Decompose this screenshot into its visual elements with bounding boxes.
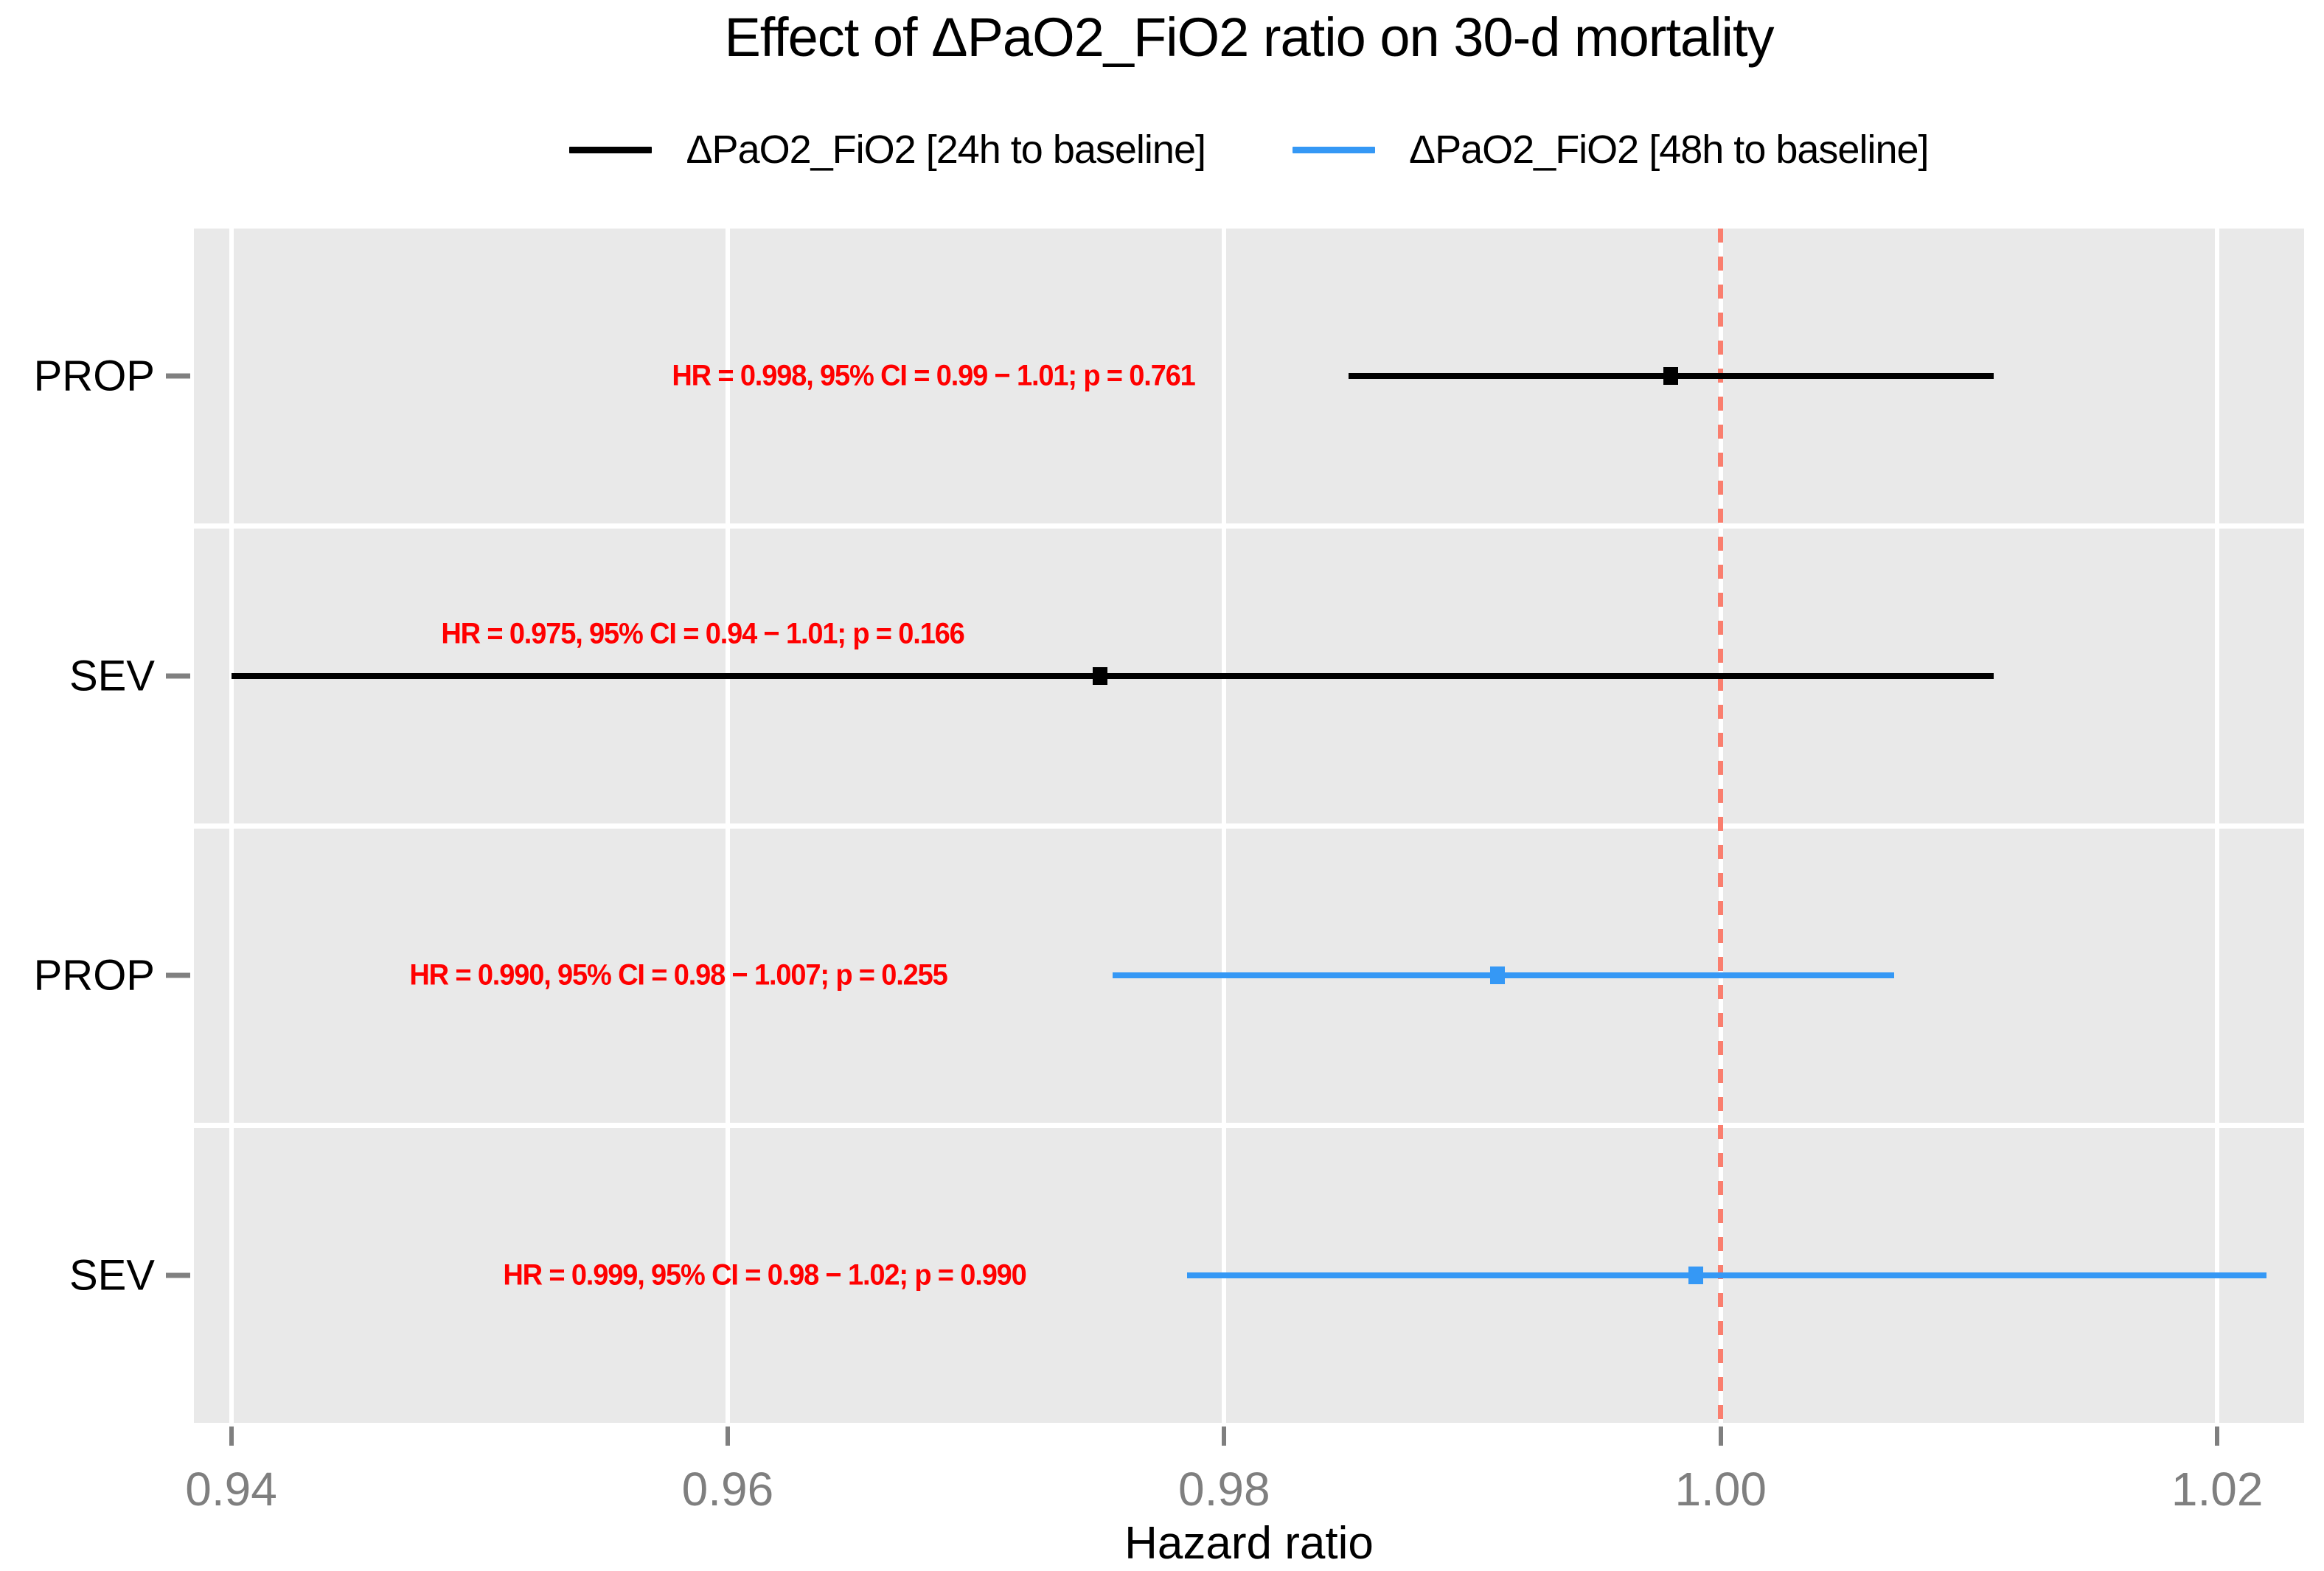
major-gridline [725, 828, 730, 1124]
y-tick [166, 373, 190, 379]
x-tick [2215, 1427, 2220, 1446]
major-gridline [2215, 828, 2220, 1124]
legend-label-48h: ΔPaO2_FiO2 [48h to baseline] [1409, 128, 1930, 172]
legend-item-24h: ΔPaO2_FiO2 [24h to baseline] [569, 127, 1206, 173]
major-gridline [2215, 229, 2220, 523]
legend-line-swatch-24h [569, 146, 653, 153]
x-tick-label: 0.96 [681, 1463, 774, 1516]
x-tick-label: 0.94 [185, 1463, 277, 1516]
major-gridline [725, 1128, 730, 1423]
hr-annotation: HR = 0.990, 95% CI = 0.98 − 1.007; p = 0… [408, 958, 947, 992]
x-axis-title: Hazard ratio [1124, 1518, 1374, 1569]
major-gridline [2215, 528, 2220, 823]
ci-line [1186, 1272, 2267, 1279]
x-tick-label: 1.02 [2171, 1463, 2264, 1516]
hr-annotation: HR = 0.975, 95% CI = 0.94 − 1.01; p = 0.… [441, 617, 965, 650]
y-axis-label-prop: PROP [33, 951, 155, 1000]
hr-point-marker [1663, 366, 1679, 385]
hr-point-marker [1092, 666, 1107, 685]
y-axis-label-sev: SEV [69, 652, 155, 700]
hr-annotation: HR = 0.999, 95% CI = 0.98 − 1.02; p = 0.… [503, 1258, 1027, 1292]
x-tick [1718, 1427, 1723, 1446]
y-tick [166, 673, 190, 679]
legend-line-swatch-48h [1293, 146, 1375, 153]
y-tick [166, 972, 190, 978]
major-gridline [1222, 229, 1227, 523]
x-tick [1222, 1427, 1227, 1446]
major-gridline [229, 229, 234, 523]
chart-title: Effect of ΔPaO2_FiO2 ratio on 30-d morta… [724, 7, 1774, 68]
x-tick-label: 1.00 [1674, 1463, 1767, 1516]
hr-point-marker [1688, 1267, 1704, 1285]
x-tick-label: 0.98 [1178, 1463, 1270, 1516]
major-gridline [229, 828, 234, 1124]
y-axis-label-prop: PROP [33, 352, 155, 400]
hr-annotation: HR = 0.998, 95% CI = 0.99 − 1.01; p = 0.… [672, 359, 1196, 392]
legend-item-48h: ΔPaO2_FiO2 [48h to baseline] [1293, 127, 1930, 173]
major-gridline [229, 1128, 234, 1423]
major-gridline [725, 229, 730, 523]
x-tick [725, 1427, 730, 1446]
y-axis-label-sev: SEV [69, 1251, 155, 1300]
legend: ΔPaO2_FiO2 [24h to baseline] ΔPaO2_FiO2 … [194, 124, 2304, 175]
x-tick [229, 1427, 234, 1446]
legend-label-24h: ΔPaO2_FiO2 [24h to baseline] [686, 128, 1206, 172]
ci-line [231, 672, 1994, 679]
y-tick [166, 1272, 190, 1278]
hr-point-marker [1489, 966, 1505, 985]
reference-line [1718, 229, 1724, 1423]
